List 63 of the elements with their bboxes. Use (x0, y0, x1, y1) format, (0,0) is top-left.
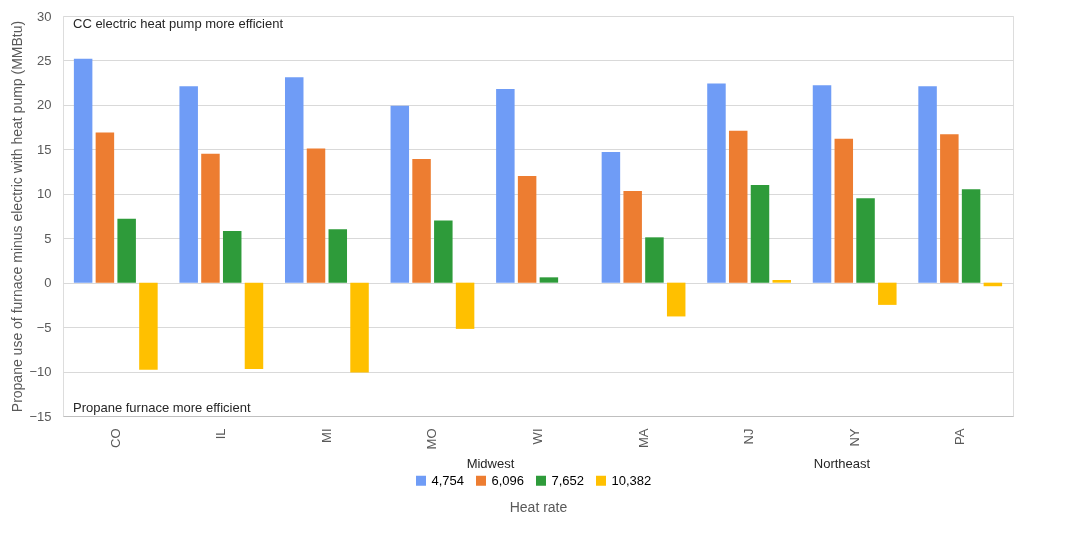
bar (601, 152, 621, 283)
bar (623, 191, 642, 283)
bar (878, 282, 897, 305)
x-tick-label: MO (424, 428, 440, 450)
annotation: Propane furnace more efficient (73, 400, 251, 415)
legend-label: 4,754 (431, 472, 465, 488)
bar (284, 77, 304, 283)
y-tick-label: −5 (36, 319, 52, 335)
bar (666, 282, 686, 317)
y-tick-label: 25 (37, 52, 52, 68)
bar (961, 189, 981, 283)
bar (139, 282, 158, 370)
x-tick-label: CO (107, 428, 123, 448)
bar (179, 86, 198, 283)
x-tick-label: NJ (741, 428, 757, 445)
text: Northeast (813, 456, 871, 471)
bar (73, 58, 93, 283)
bar (328, 229, 348, 283)
x-tick-label: PA (952, 428, 968, 445)
y-tick-label: −15 (29, 408, 52, 424)
bar (772, 280, 792, 283)
legend-label: 7,652 (551, 472, 585, 488)
y-tick-label: 0 (44, 275, 52, 291)
bar (856, 198, 875, 283)
y-tick-label: 15 (37, 141, 52, 157)
bar (434, 220, 453, 283)
y-tick-label: 10 (37, 186, 52, 202)
bar (539, 277, 559, 283)
bar (750, 184, 770, 283)
bar (117, 218, 136, 283)
x-tick-label: NY (846, 428, 862, 447)
x-axis-title: Heat rate (509, 499, 568, 516)
x-tick-label: IL (213, 428, 229, 440)
bar (517, 176, 537, 283)
annotation: CC electric heat pump more efficient (73, 16, 284, 31)
bar (244, 282, 264, 369)
legend-label: 6,096 (491, 472, 525, 488)
y-axis-title: Propane use of furnace minus electric with heat pump (MMBtu) (9, 20, 26, 413)
bar (918, 86, 937, 283)
legend-label: 10,382 (611, 472, 652, 488)
bar (201, 153, 220, 283)
bar (834, 138, 854, 283)
x-tick-label: MI (318, 428, 334, 443)
bar (412, 159, 431, 283)
bar (496, 88, 515, 283)
bar (707, 83, 726, 283)
bar (812, 85, 832, 283)
bar (222, 231, 242, 283)
bar (728, 130, 748, 283)
y-tick-label: 30 (37, 8, 52, 24)
bar (95, 132, 115, 283)
bar (306, 148, 326, 283)
y-tick-label: 20 (37, 97, 52, 113)
bar (455, 282, 475, 329)
x-tick-label: MA (635, 428, 651, 448)
x-tick-label: WI (530, 428, 545, 445)
bar (940, 134, 959, 283)
bar (390, 105, 410, 283)
y-tick-label: 5 (44, 230, 52, 246)
text: Midwest (466, 456, 515, 471)
bar (645, 237, 664, 283)
bar (350, 282, 369, 373)
y-tick-label: −10 (29, 364, 52, 380)
